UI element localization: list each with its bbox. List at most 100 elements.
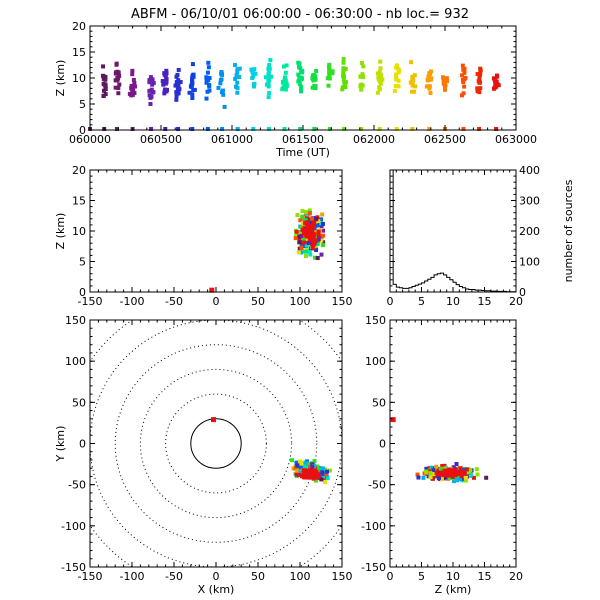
time-height-y-label: 5 xyxy=(79,98,86,111)
histogram-bars xyxy=(389,169,517,293)
x-z-point xyxy=(297,240,302,245)
x-y-core-point xyxy=(306,468,311,473)
x-y-range-ring xyxy=(139,368,293,519)
time-height-point xyxy=(341,57,346,62)
time-height-ground-point xyxy=(298,126,303,131)
x-z-point xyxy=(320,243,325,248)
z-y-core-point xyxy=(450,468,455,473)
x-z-core-point xyxy=(305,224,310,229)
time-height-point xyxy=(296,60,301,65)
histogram-x-label: 0 xyxy=(387,295,394,308)
x-y-point xyxy=(323,480,328,485)
time-height-point xyxy=(103,86,108,91)
time-height-ylabel: Z (km) xyxy=(54,60,67,97)
x-y-range-ring xyxy=(90,320,342,567)
time-height-point xyxy=(161,82,166,87)
time-height-point xyxy=(148,101,153,106)
x-y-xlabel: X (km) xyxy=(198,583,235,596)
time-height-point xyxy=(235,69,240,74)
x-y-point xyxy=(298,470,303,475)
z-y-point xyxy=(439,476,444,481)
z-y-x-label: 20 xyxy=(509,570,523,583)
z-y-frame xyxy=(389,319,517,568)
time-height-point xyxy=(428,91,433,96)
z-y-point xyxy=(440,464,445,469)
time-height-y-label: 0 xyxy=(79,124,86,137)
time-height-point xyxy=(269,74,274,79)
x-z-point xyxy=(317,222,322,227)
time-height-point xyxy=(297,75,302,80)
time-height-point xyxy=(235,80,240,85)
x-y-point xyxy=(315,464,320,469)
time-height-point xyxy=(267,66,272,71)
x-z-point xyxy=(297,234,302,239)
z-y-point xyxy=(434,464,439,469)
time-height-point xyxy=(281,64,286,69)
z-y-point xyxy=(468,473,473,478)
z-y-point xyxy=(454,462,459,467)
time-height-point xyxy=(408,60,413,65)
time-height-ground-point xyxy=(327,126,332,131)
time-height-point xyxy=(459,93,464,98)
x-z-core-point xyxy=(312,232,317,237)
x-z-point xyxy=(307,211,312,216)
z-y-x-label: 10 xyxy=(446,570,460,583)
time-height-ground-point xyxy=(235,126,240,131)
x-y-range-ring xyxy=(114,344,318,543)
time-height-point xyxy=(326,83,331,88)
time-height-point xyxy=(235,85,240,90)
time-height-point xyxy=(190,62,195,67)
x-z-core-point xyxy=(309,233,314,238)
time-height-point xyxy=(477,76,482,81)
x-y-point xyxy=(325,469,330,474)
x-y-core-point xyxy=(310,474,315,479)
time-height-ground-point xyxy=(377,126,382,131)
time-height-point xyxy=(298,77,303,82)
z-y-point xyxy=(468,468,473,473)
time-height-x-label: 060500 xyxy=(140,133,182,146)
x-z-x-label: 0 xyxy=(213,295,220,308)
x-y-point xyxy=(291,466,296,471)
time-height-point xyxy=(281,86,286,91)
time-height-point xyxy=(114,61,119,66)
time-height-ground-point xyxy=(190,126,195,131)
time-height-point xyxy=(413,84,418,89)
time-height-point xyxy=(340,87,345,92)
time-height-point xyxy=(177,86,182,91)
time-height-point xyxy=(359,87,364,92)
time-height-point xyxy=(378,59,383,64)
z-y-core-point xyxy=(456,471,461,476)
x-z-core-point xyxy=(311,242,316,247)
x-y-range-ring xyxy=(90,320,342,567)
z-y-y-label: -50 xyxy=(368,479,386,492)
x-z-point xyxy=(296,231,301,236)
z-y-x-label: 15 xyxy=(478,570,492,583)
z-y-core-point xyxy=(450,474,455,479)
x-z-core-point xyxy=(300,227,305,232)
x-z-point xyxy=(300,209,305,214)
time-height-x-label: 061000 xyxy=(211,133,253,146)
x-y-ylabel: Y (km) xyxy=(54,426,67,463)
time-height-point xyxy=(310,85,315,90)
time-height-point xyxy=(204,96,209,101)
time-height-point xyxy=(129,83,134,88)
z-y-y-label: -150 xyxy=(361,561,386,574)
x-z-point xyxy=(305,237,310,242)
time-height-point xyxy=(190,76,195,81)
x-z-point xyxy=(304,216,309,221)
time-height-point xyxy=(131,77,136,82)
x-z-station-marker xyxy=(209,287,215,293)
time-height-point xyxy=(396,84,401,89)
time-height-point xyxy=(115,75,120,80)
x-y-point xyxy=(320,466,325,471)
histogram-y-label: 300 xyxy=(519,195,540,208)
z-y-x-label: 0 xyxy=(387,570,394,583)
x-y-point xyxy=(295,460,300,465)
time-height-ground-point xyxy=(342,126,347,131)
time-height-point xyxy=(266,74,271,79)
time-height-xlabel: Time (UT) xyxy=(275,146,330,159)
x-z-point xyxy=(315,256,320,261)
time-height-point xyxy=(300,70,305,75)
time-height-point xyxy=(377,85,382,90)
